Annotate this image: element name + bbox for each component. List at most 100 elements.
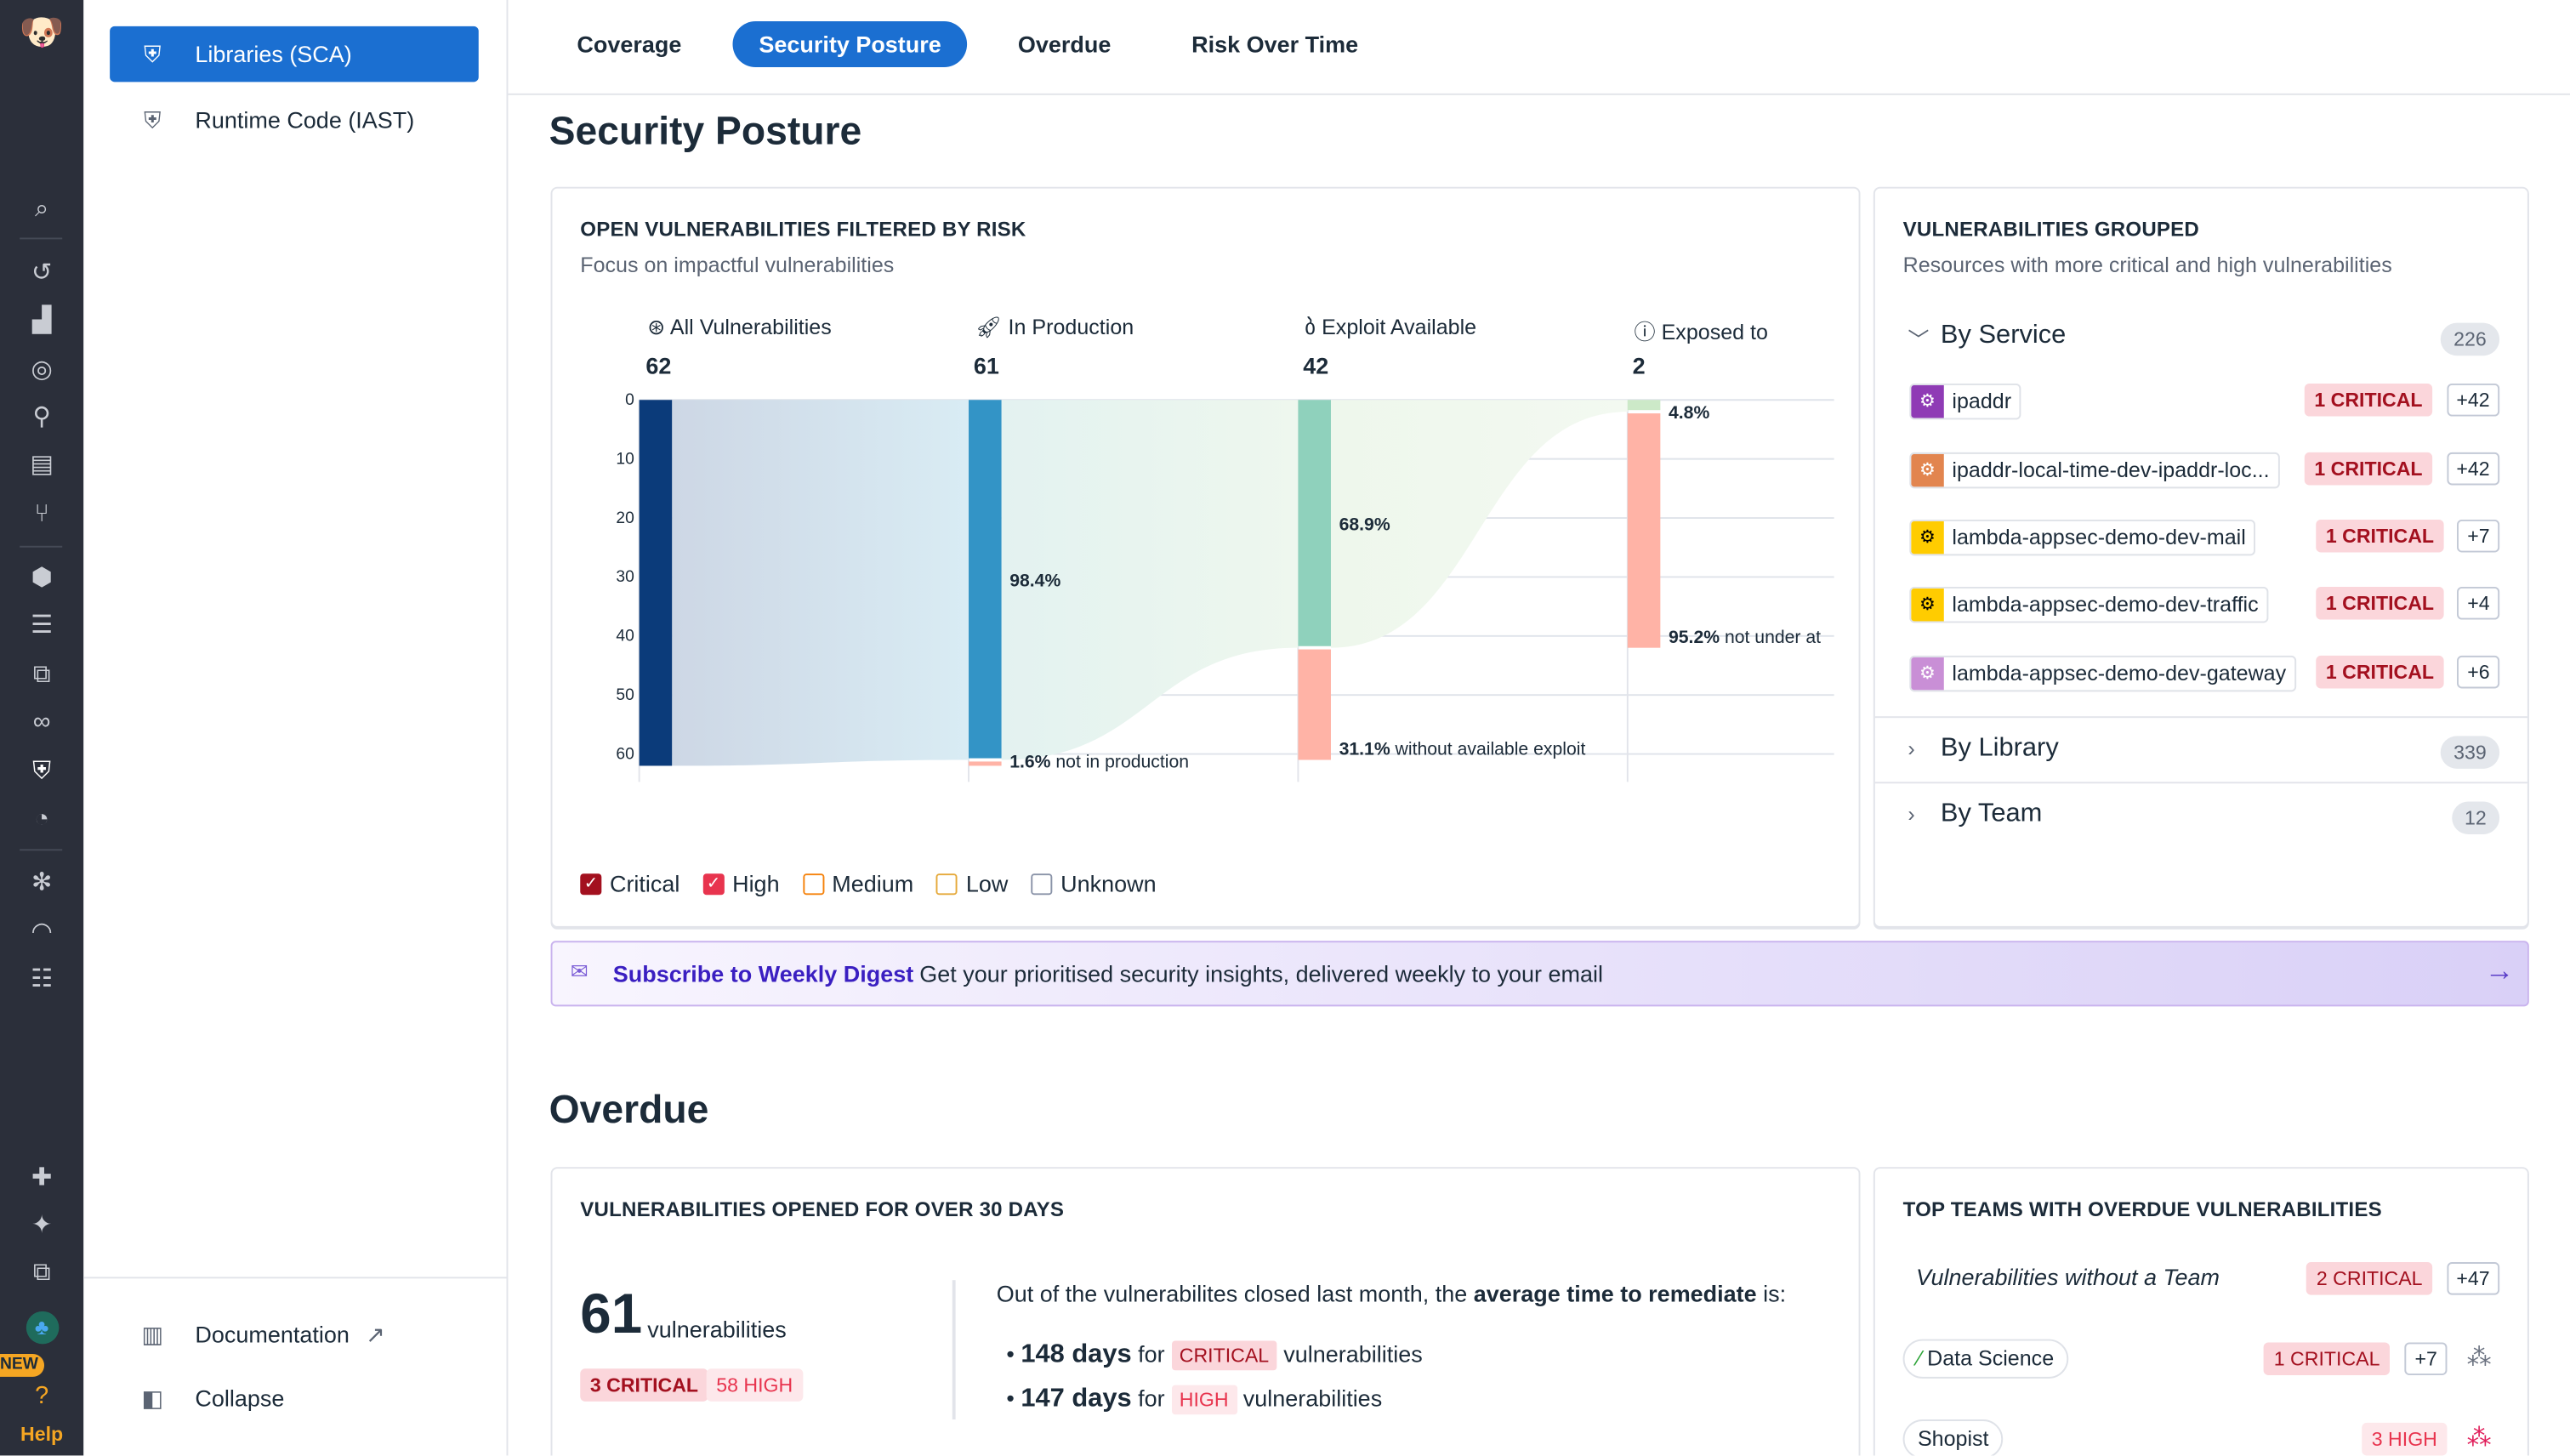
stage-label: In Production: [1008, 315, 1134, 339]
team-tag[interactable]: ⁄ Data Science: [1902, 1339, 2069, 1379]
chevron-down-icon[interactable]: ﹀: [1908, 327, 1930, 353]
bar-passed: [639, 400, 673, 766]
team-tag[interactable]: Shopist: [1902, 1419, 2004, 1456]
integrations-link-icon[interactable]: ∞: [32, 708, 51, 737]
arrow-right-icon[interactable]: →: [2484, 953, 2515, 987]
team-name: Shopist: [1917, 1425, 1989, 1451]
tab-risk-over-time[interactable]: Risk Over Time: [1191, 31, 1359, 58]
legend-medium[interactable]: Medium: [802, 870, 913, 896]
monitors-icon[interactable]: ◎: [31, 355, 53, 384]
service-tag[interactable]: ⚙ lambda-appsec-demo-dev-mail: [1909, 519, 2256, 556]
chevron-right-icon[interactable]: ›: [1908, 736, 1915, 761]
for-text: for: [1138, 1340, 1165, 1368]
collapse-label: Collapse: [195, 1385, 285, 1412]
main-content: Coverage Security Posture Overdue Risk O…: [508, 0, 2570, 1455]
rum-icon[interactable]: ◔: [34, 805, 49, 833]
infrastructure-icon[interactable]: ▤: [30, 451, 54, 479]
new-badge: NEW: [0, 1353, 45, 1377]
bug-icon[interactable]: ✻: [31, 868, 53, 897]
synthetics-gauge-icon[interactable]: ◠: [31, 918, 53, 947]
legend-low[interactable]: Low: [936, 870, 1008, 896]
subnav-item-runtime-code-iast[interactable]: ⛨ Runtime Code (IAST): [110, 92, 479, 148]
service-name: ipaddr-local-time-dev-ipaddr-loc...: [1952, 457, 2270, 482]
group-count: 226: [2440, 322, 2500, 356]
legend-high[interactable]: ✓ High: [702, 870, 780, 896]
chevron-right-icon[interactable]: ›: [1908, 801, 1915, 827]
group-by-library[interactable]: › By Library 339: [1875, 733, 2527, 772]
group-by-service[interactable]: ﹀ By Service 226: [1875, 320, 2527, 359]
help-label[interactable]: Help: [20, 1422, 64, 1446]
service-tag[interactable]: ⚙ lambda-appsec-demo-dev-gateway: [1909, 655, 2296, 692]
avatar-icon[interactable]: ♣: [0, 1311, 83, 1345]
checkbox-icon[interactable]: [802, 873, 824, 895]
service-gears-icon: ⚙: [1911, 588, 1944, 622]
more-count-badge[interactable]: +42: [2446, 452, 2500, 486]
high-badge: 3 HIGH: [2362, 1422, 2448, 1456]
security-shield-icon[interactable]: ⛨: [32, 757, 51, 786]
service-tag[interactable]: ⚙ ipaddr: [1909, 383, 2021, 420]
bits-ai-sparkle-icon[interactable]: ✦: [31, 1211, 53, 1240]
stage-header-exposed: ⓘ Exposed to: [1635, 315, 1768, 346]
risk-funnel-chart: 0 10 20 30 40 50 60 98.4% 1.6% not in production…: [616, 391, 1834, 782]
checkbox-checked-icon[interactable]: ✓: [702, 873, 725, 895]
more-count-badge[interactable]: +7: [2404, 1342, 2448, 1376]
binoculars-icon[interactable]: ⚲: [32, 403, 51, 431]
tab-security-posture[interactable]: Security Posture: [732, 21, 968, 68]
books-icon: ▥: [141, 1320, 163, 1347]
service-name: lambda-appsec-demo-dev-gateway: [1952, 660, 2287, 685]
documentation-link[interactable]: ▥ Documentation ↗: [110, 1306, 479, 1362]
intro-end: is:: [1756, 1280, 1787, 1307]
service-hexagons-icon[interactable]: ⬢: [31, 563, 53, 592]
team-name: Data Science: [1927, 1345, 2055, 1371]
more-count-badge[interactable]: +42: [2446, 383, 2500, 417]
more-count-badge[interactable]: +7: [2457, 519, 2500, 553]
group-by-team[interactable]: › By Team 12: [1875, 799, 2527, 838]
documentation-label: Documentation: [195, 1321, 350, 1348]
search-icon[interactable]: ⌕: [35, 195, 49, 224]
stage-header-all: ⊛ All Vulnerabilities: [647, 315, 831, 341]
copy-icon[interactable]: ⧉: [32, 1259, 51, 1287]
dropped-percent-label: 1.6% not in production: [1009, 752, 1189, 771]
more-count-badge[interactable]: +6: [2457, 655, 2500, 689]
card-title: OPEN VULNERABILITIES FILTERED BY RISK: [580, 218, 1026, 242]
y-tick-label: 60: [616, 745, 634, 763]
apm-icon[interactable]: ⧉: [32, 660, 51, 689]
checkbox-checked-icon[interactable]: ✓: [580, 873, 602, 895]
slack-icon[interactable]: ⁂: [2466, 1424, 2492, 1453]
slack-icon[interactable]: ⁂: [2466, 1344, 2492, 1373]
vulnerabilities-grouped-card: VULNERABILITIES GROUPED Resources with m…: [1873, 186, 2529, 928]
stage-label: All Vulnerabilities: [669, 315, 832, 339]
remediation-item: • 147 days for HIGH vulnerabilities: [1006, 1385, 1383, 1415]
more-count-badge[interactable]: +4: [2457, 586, 2500, 620]
subnav-item-libraries-sca[interactable]: ⛨ Libraries (SCA): [110, 26, 479, 82]
bar-dropped: [1627, 413, 1661, 648]
flow-band: [1001, 400, 1299, 760]
divider: [1874, 716, 2527, 719]
tab-coverage[interactable]: Coverage: [577, 31, 682, 58]
watchdog-icon[interactable]: ☷: [31, 965, 54, 993]
checkbox-icon[interactable]: [936, 873, 958, 895]
service-tag[interactable]: ⚙ lambda-appsec-demo-dev-traffic: [1909, 586, 2269, 623]
history-icon[interactable]: ↺: [31, 259, 53, 287]
card-subtitle: Focus on impactful vulnerabilities: [580, 252, 895, 277]
remediation-intro: Out of the vulnerabilites closed last mo…: [997, 1280, 1786, 1306]
weekly-digest-banner[interactable]: ✉ Subscribe to Weekly Digest Get your pr…: [550, 941, 2529, 1007]
tab-overdue[interactable]: Overdue: [1017, 31, 1112, 58]
help-icon[interactable]: ?: [35, 1381, 49, 1410]
more-count-badge[interactable]: +47: [2446, 1262, 2500, 1295]
legend-label: Unknown: [1060, 870, 1157, 897]
passed-percent-label: 4.8%: [1669, 403, 1709, 423]
datadog-logo-icon[interactable]: 🐶: [19, 11, 65, 53]
service-tag[interactable]: ⚙ ipaddr-local-time-dev-ipaddr-loc...: [1909, 452, 2280, 489]
test-tube-icon: ⁄: [1917, 1345, 1922, 1371]
ci-pipeline-icon[interactable]: ⑂: [34, 499, 49, 528]
integrations-puzzle-icon[interactable]: ✚: [31, 1163, 53, 1192]
subscribe-link[interactable]: Subscribe to Weekly Digest: [612, 960, 914, 987]
collapse-button[interactable]: ◧ Collapse: [110, 1370, 479, 1426]
legend-unknown[interactable]: Unknown: [1031, 870, 1157, 897]
section-title-security-posture: Security Posture: [549, 110, 862, 155]
logs-filter-icon[interactable]: ☰: [31, 611, 54, 640]
legend-critical[interactable]: ✓ Critical: [580, 870, 679, 896]
dashboard-chart-icon[interactable]: ▟: [32, 306, 52, 335]
checkbox-icon[interactable]: [1031, 873, 1053, 895]
